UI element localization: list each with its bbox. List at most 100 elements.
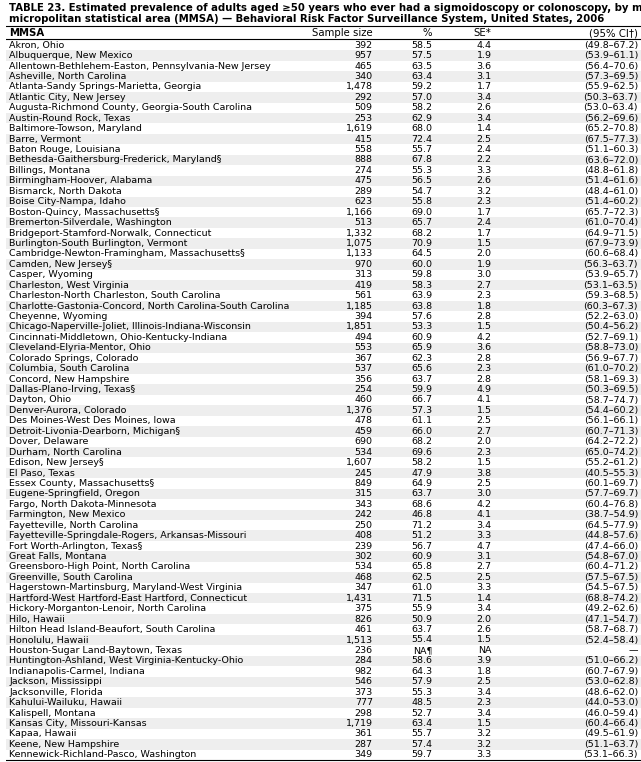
- Text: 46.8: 46.8: [411, 511, 432, 519]
- Text: 2.7: 2.7: [476, 280, 492, 290]
- Text: 69.0: 69.0: [411, 208, 432, 216]
- Text: 63.8: 63.8: [411, 302, 432, 311]
- Text: 3.6: 3.6: [476, 62, 492, 71]
- Text: (49.8–67.2): (49.8–67.2): [584, 40, 638, 50]
- Text: 3.2: 3.2: [476, 187, 492, 196]
- Text: 1.5: 1.5: [476, 322, 492, 331]
- Text: Hilo, Hawaii: Hilo, Hawaii: [10, 615, 65, 623]
- Text: 55.8: 55.8: [411, 197, 432, 207]
- Text: (65.7–72.3): (65.7–72.3): [584, 208, 638, 216]
- Text: 284: 284: [354, 656, 372, 665]
- Text: (53.0–62.8): (53.0–62.8): [584, 677, 638, 687]
- Text: (65.0–74.2): (65.0–74.2): [584, 447, 638, 456]
- Text: 59.9: 59.9: [411, 385, 432, 394]
- Bar: [6, 197, 641, 207]
- Text: 4.1: 4.1: [476, 511, 492, 519]
- Text: 245: 245: [354, 469, 372, 478]
- Text: 375: 375: [354, 604, 372, 613]
- Text: (58.7–74.7): (58.7–74.7): [584, 395, 638, 405]
- Text: Des Moines-West Des Moines, Iowa: Des Moines-West Des Moines, Iowa: [10, 416, 176, 425]
- Text: (56.3–63.7): (56.3–63.7): [583, 260, 638, 269]
- Text: (47.4–66.0): (47.4–66.0): [584, 542, 638, 551]
- Text: (47.1–54.7): (47.1–54.7): [584, 615, 638, 623]
- Text: Cleveland-Elyria-Mentor, Ohio: Cleveland-Elyria-Mentor, Ohio: [10, 344, 151, 352]
- Text: 2.3: 2.3: [476, 364, 492, 373]
- Text: (40.5–55.3): (40.5–55.3): [584, 469, 638, 478]
- Text: 415: 415: [354, 135, 372, 143]
- Text: Bridgeport-Stamford-Norwalk, Connecticut: Bridgeport-Stamford-Norwalk, Connecticut: [10, 229, 212, 238]
- Text: 250: 250: [354, 520, 372, 530]
- Text: Kapaa, Hawaii: Kapaa, Hawaii: [10, 729, 77, 738]
- Text: 55.4: 55.4: [411, 636, 432, 645]
- Bar: [6, 343, 641, 353]
- Bar: [6, 280, 641, 290]
- Bar: [6, 614, 641, 624]
- Text: 1.8: 1.8: [476, 667, 492, 676]
- Text: 537: 537: [354, 364, 372, 373]
- Text: 65.9: 65.9: [411, 344, 432, 352]
- Text: 60.9: 60.9: [411, 333, 432, 342]
- Text: 4.2: 4.2: [476, 500, 492, 509]
- Text: 57.5: 57.5: [411, 51, 432, 60]
- Text: 62.5: 62.5: [411, 573, 432, 582]
- Text: 3.2: 3.2: [476, 740, 492, 749]
- Text: 1,133: 1,133: [345, 249, 372, 258]
- Text: 60.9: 60.9: [411, 552, 432, 561]
- Bar: [6, 72, 641, 82]
- Bar: [6, 426, 641, 437]
- Text: Denver-Aurora, Colorado: Denver-Aurora, Colorado: [10, 406, 127, 415]
- Bar: [6, 113, 641, 123]
- Text: 534: 534: [354, 447, 372, 456]
- Text: 313: 313: [354, 271, 372, 280]
- Text: 65.6: 65.6: [411, 364, 432, 373]
- Text: 4.2: 4.2: [476, 333, 492, 342]
- Text: 1,513: 1,513: [345, 636, 372, 645]
- Text: Dover, Delaware: Dover, Delaware: [10, 437, 88, 447]
- Text: 66.0: 66.0: [411, 427, 432, 436]
- Text: 59.8: 59.8: [411, 271, 432, 280]
- Bar: [6, 134, 641, 144]
- Bar: [6, 530, 641, 541]
- Text: (60.7–67.9): (60.7–67.9): [584, 667, 638, 676]
- Text: 56.5: 56.5: [411, 176, 432, 185]
- Text: (53.0–63.4): (53.0–63.4): [583, 104, 638, 112]
- Text: 60.0: 60.0: [411, 260, 432, 269]
- Bar: [6, 384, 641, 395]
- Text: 465: 465: [354, 62, 372, 71]
- Text: Boise City-Nampa, Idaho: Boise City-Nampa, Idaho: [10, 197, 126, 207]
- Text: 289: 289: [354, 187, 372, 196]
- Bar: [6, 677, 641, 687]
- Text: 408: 408: [354, 531, 372, 540]
- Text: (67.5–77.3): (67.5–77.3): [584, 135, 638, 143]
- Text: 970: 970: [354, 260, 372, 269]
- Text: 356: 356: [354, 375, 372, 383]
- Text: 2.3: 2.3: [476, 197, 492, 207]
- Text: Charlotte-Gastonia-Concord, North Carolina-South Carolina: Charlotte-Gastonia-Concord, North Caroli…: [10, 302, 290, 311]
- Bar: [6, 322, 641, 332]
- Text: 534: 534: [354, 562, 372, 572]
- Text: (50.3–63.7): (50.3–63.7): [583, 93, 638, 102]
- Text: 1.5: 1.5: [476, 458, 492, 467]
- Text: Great Falls, Montana: Great Falls, Montana: [10, 552, 107, 561]
- Text: (58.8–73.0): (58.8–73.0): [584, 344, 638, 352]
- Text: Charleston, West Virginia: Charleston, West Virginia: [10, 280, 129, 290]
- Text: Cincinnati-Middletown, Ohio-Kentucky-Indiana: Cincinnati-Middletown, Ohio-Kentucky-Ind…: [10, 333, 228, 342]
- Bar: [6, 572, 641, 583]
- Text: (53.9–65.7): (53.9–65.7): [584, 271, 638, 280]
- Text: 55.3: 55.3: [411, 687, 432, 696]
- Text: 2.5: 2.5: [476, 677, 492, 687]
- Text: 57.3: 57.3: [411, 406, 432, 415]
- Text: 57.0: 57.0: [411, 93, 432, 102]
- Text: (56.2–69.6): (56.2–69.6): [584, 114, 638, 123]
- Text: 1.7: 1.7: [476, 82, 492, 91]
- Text: 2.3: 2.3: [476, 447, 492, 456]
- Text: 1.9: 1.9: [476, 51, 492, 60]
- Text: (57.5–67.5): (57.5–67.5): [584, 573, 638, 582]
- Text: 777: 777: [354, 698, 372, 707]
- Text: 546: 546: [354, 677, 372, 687]
- Text: (44.0–53.0): (44.0–53.0): [584, 698, 638, 707]
- Text: Bismarck, North Dakota: Bismarck, North Dakota: [10, 187, 122, 196]
- Text: 64.3: 64.3: [411, 667, 432, 676]
- Text: Bremerton-Silverdale, Washington: Bremerton-Silverdale, Washington: [10, 218, 172, 227]
- Text: NA: NA: [478, 646, 492, 655]
